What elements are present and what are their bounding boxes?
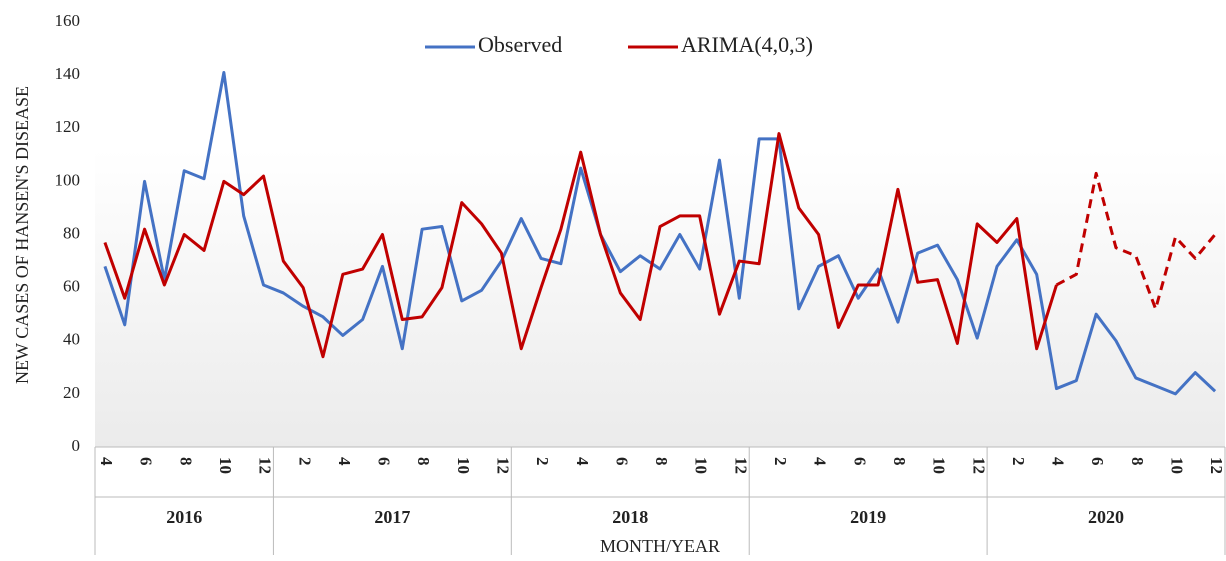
- x-axis-label: MONTH/YEAR: [600, 536, 720, 556]
- y-tick-label: 80: [63, 223, 80, 242]
- x-tick-label: 4: [1049, 457, 1068, 466]
- group-label: 2020: [1088, 507, 1124, 527]
- y-tick-label: 160: [55, 11, 81, 30]
- x-tick-label: 12: [1207, 457, 1226, 474]
- x-tick-label: 10: [930, 457, 949, 474]
- x-tick-label: 8: [652, 457, 671, 466]
- legend-label: Observed: [478, 32, 562, 57]
- y-tick-label: 120: [55, 117, 81, 136]
- y-axis-label: NEW CASES OF HANSEN'S DISEASE: [12, 86, 32, 384]
- x-tick-label: 8: [414, 457, 433, 466]
- x-tick-label: 2: [533, 457, 552, 466]
- y-tick-label: 60: [63, 277, 80, 296]
- legend-label: ARIMA(4,0,3): [681, 32, 813, 57]
- x-tick-label: 6: [137, 457, 156, 466]
- y-tick-label: 140: [55, 64, 81, 83]
- x-tick-label: 2: [771, 457, 790, 466]
- y-tick-label: 40: [63, 330, 80, 349]
- x-tick-label: 12: [493, 457, 512, 474]
- x-tick-label: 2: [295, 457, 314, 466]
- x-tick-label: 10: [216, 457, 235, 474]
- group-label: 2017: [374, 507, 410, 527]
- y-tick-label: 0: [72, 436, 81, 455]
- x-tick-label: 12: [731, 457, 750, 474]
- series-line: [103, 70, 1217, 396]
- x-tick-label: 4: [811, 457, 830, 466]
- x-tick-label: 4: [97, 457, 116, 466]
- x-tick-label: 6: [375, 457, 394, 466]
- x-tick-label: 2: [1009, 457, 1028, 466]
- series-line: [103, 132, 1058, 359]
- y-tick-label: 20: [63, 383, 80, 402]
- x-tick-label: 12: [256, 457, 275, 474]
- x-tick-label: 4: [573, 457, 592, 466]
- plot-background: [95, 22, 1225, 447]
- x-tick-label: 6: [850, 457, 869, 466]
- group-label: 2016: [166, 507, 202, 527]
- x-tick-label: 12: [969, 457, 988, 474]
- group-label: 2018: [612, 507, 648, 527]
- x-tick-label: 8: [1128, 457, 1147, 466]
- x-tick-label: 10: [454, 457, 473, 474]
- x-tick-label: 10: [692, 457, 711, 474]
- x-tick-label: 8: [176, 457, 195, 466]
- x-tick-label: 8: [890, 457, 909, 466]
- x-tick-label: 4: [335, 457, 354, 466]
- x-tick-label: 10: [1168, 457, 1187, 474]
- x-tick-label: 6: [1088, 457, 1107, 466]
- y-tick-label: 100: [55, 170, 81, 189]
- x-tick-label: 6: [612, 457, 631, 466]
- group-label: 2019: [850, 507, 886, 527]
